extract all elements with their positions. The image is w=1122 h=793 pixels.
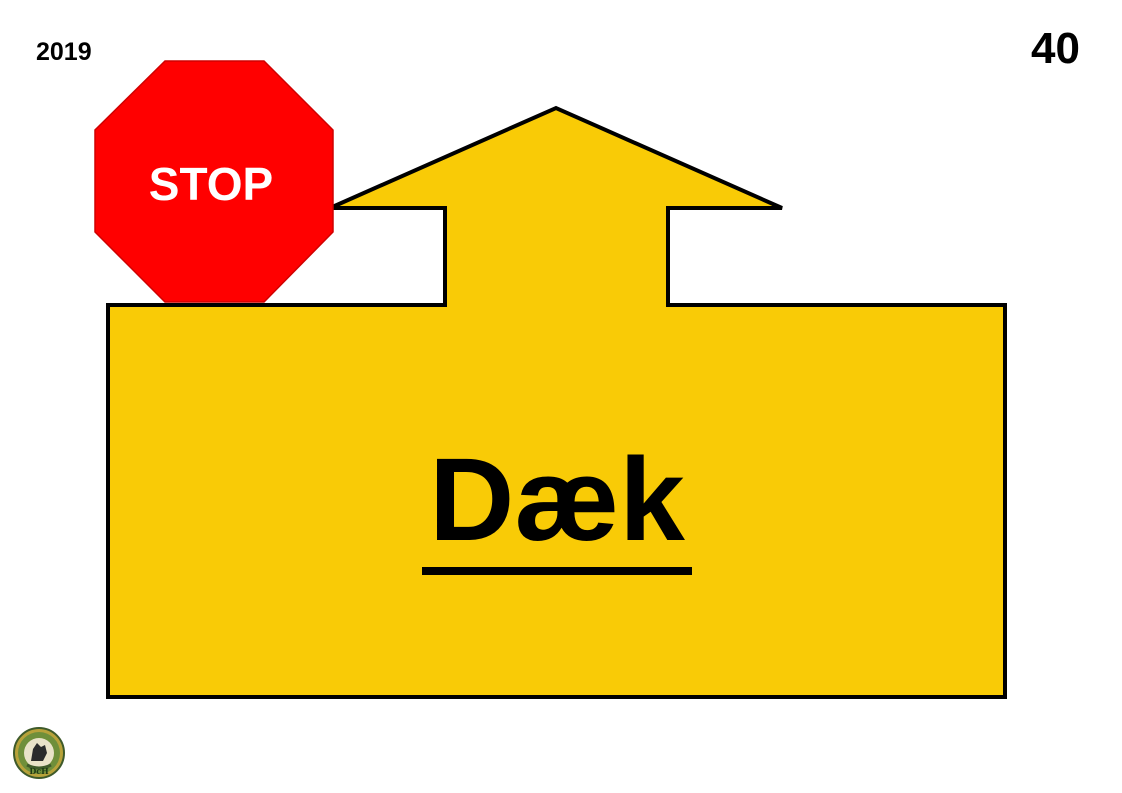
year-label: 2019 bbox=[36, 38, 92, 66]
arrow-up-icon bbox=[106, 105, 1007, 699]
exercise-number: 40 bbox=[1031, 24, 1080, 73]
dch-logo-icon: DcH bbox=[13, 727, 65, 779]
stop-label: STOP bbox=[149, 158, 273, 210]
stop-sign-icon bbox=[94, 60, 334, 303]
logo-text: DcH bbox=[29, 766, 49, 776]
exercise-label-underline bbox=[422, 567, 692, 575]
exercise-label: Dæk bbox=[429, 434, 685, 566]
